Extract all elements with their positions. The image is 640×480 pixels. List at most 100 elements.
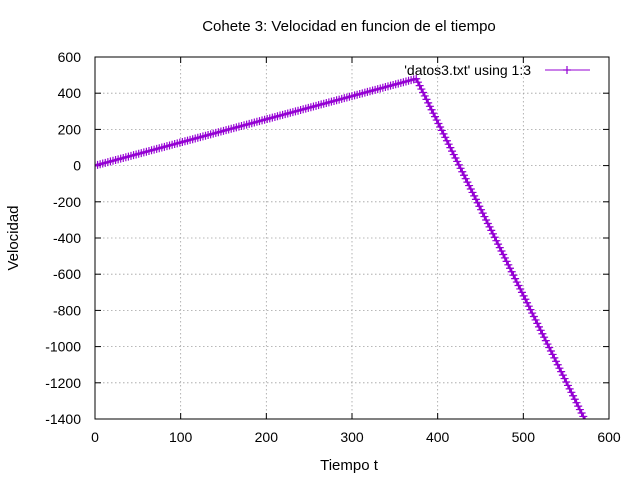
y-tick-label: 200 bbox=[58, 121, 82, 137]
series-datos3 bbox=[95, 74, 588, 419]
data-point bbox=[543, 340, 552, 349]
data-point bbox=[478, 209, 487, 218]
x-tick-label: 500 bbox=[512, 429, 536, 445]
data-point bbox=[415, 81, 424, 90]
x-tick-labels: 0 100 200 300 400 500 600 bbox=[91, 429, 621, 445]
data-point bbox=[517, 288, 526, 297]
data-point bbox=[572, 398, 581, 407]
data-point bbox=[570, 395, 579, 404]
data-point bbox=[541, 336, 550, 345]
x-tick-label: 100 bbox=[169, 429, 193, 445]
data-point bbox=[471, 195, 480, 204]
legend: 'datos3.txt' using 1:3 bbox=[404, 62, 590, 78]
data-point bbox=[451, 153, 460, 162]
data-point bbox=[553, 360, 562, 369]
data-point bbox=[584, 415, 586, 419]
data-point bbox=[565, 384, 574, 393]
data-point bbox=[555, 364, 564, 373]
data-point bbox=[485, 222, 494, 231]
data-point bbox=[466, 185, 475, 194]
data-point bbox=[495, 243, 504, 252]
y-tick-label: -1200 bbox=[45, 375, 81, 391]
legend-marker bbox=[563, 66, 571, 74]
data-point bbox=[524, 302, 533, 311]
data-point bbox=[569, 391, 578, 400]
data-point bbox=[494, 240, 503, 249]
data-point bbox=[504, 260, 513, 269]
data-point bbox=[536, 326, 545, 335]
data-point bbox=[473, 198, 482, 207]
data-point bbox=[550, 353, 559, 362]
y-tick-label: -1400 bbox=[45, 411, 81, 427]
data-point bbox=[577, 409, 586, 418]
data-point bbox=[448, 147, 457, 156]
data-point bbox=[461, 174, 470, 183]
grid bbox=[95, 57, 609, 419]
data-point bbox=[575, 405, 584, 414]
data-point bbox=[497, 247, 506, 256]
data-point bbox=[507, 267, 516, 276]
data-point bbox=[413, 78, 422, 87]
data-point bbox=[567, 388, 576, 397]
data-point bbox=[533, 319, 542, 328]
x-tick-label: 400 bbox=[426, 429, 450, 445]
data-point bbox=[427, 105, 436, 114]
data-point bbox=[434, 119, 443, 128]
data-point bbox=[412, 74, 421, 83]
data-point bbox=[529, 312, 538, 321]
data-point bbox=[419, 88, 428, 97]
data-point bbox=[420, 91, 429, 100]
x-tick-label: 600 bbox=[597, 429, 621, 445]
data-point bbox=[465, 181, 474, 190]
data-point bbox=[574, 402, 583, 411]
data-point bbox=[424, 98, 433, 107]
data-point bbox=[422, 95, 431, 104]
y-tick-label: -800 bbox=[53, 302, 81, 318]
data-point bbox=[500, 253, 509, 262]
y-tick-label: 400 bbox=[58, 85, 82, 101]
chart-title: Cohete 3: Velocidad en funcion de el tie… bbox=[202, 18, 496, 35]
data-point bbox=[521, 295, 530, 304]
data-point bbox=[475, 202, 484, 211]
data-point bbox=[506, 264, 515, 273]
y-tick-label: -400 bbox=[53, 230, 81, 246]
data-point bbox=[456, 164, 465, 173]
data-point bbox=[442, 136, 451, 145]
legend-marker-plus bbox=[563, 66, 571, 74]
x-tick-label: 300 bbox=[340, 429, 364, 445]
data-point bbox=[579, 412, 588, 419]
data-point bbox=[487, 226, 496, 235]
y-tick-label: -200 bbox=[53, 194, 81, 210]
y-tick-label: -1000 bbox=[45, 339, 81, 355]
data-point bbox=[417, 85, 426, 94]
data-point bbox=[516, 284, 525, 293]
data-point bbox=[563, 381, 572, 390]
data-point bbox=[526, 305, 535, 314]
data-point bbox=[557, 367, 566, 376]
data-point bbox=[444, 140, 453, 149]
data-point bbox=[431, 112, 440, 121]
data-point bbox=[540, 333, 549, 342]
plot-frame bbox=[94, 56, 610, 420]
x-tick-label: 0 bbox=[91, 429, 99, 445]
data-point bbox=[449, 150, 458, 159]
y-axis-label: Velocidad bbox=[5, 205, 22, 270]
data-point bbox=[436, 122, 445, 131]
data-point bbox=[441, 133, 450, 142]
data-point bbox=[439, 129, 448, 138]
data-point bbox=[468, 188, 477, 197]
data-point bbox=[492, 236, 501, 245]
data-point bbox=[558, 371, 567, 380]
data-point bbox=[548, 350, 557, 359]
data-point bbox=[528, 309, 537, 318]
data-point bbox=[454, 160, 463, 169]
data-point bbox=[562, 377, 571, 386]
data-point bbox=[477, 205, 486, 214]
data-point bbox=[538, 329, 547, 338]
data-point bbox=[534, 322, 543, 331]
data-point bbox=[458, 167, 467, 176]
data-point bbox=[509, 271, 518, 280]
x-axis-label: Tiempo t bbox=[320, 457, 379, 474]
data-point bbox=[437, 126, 446, 135]
